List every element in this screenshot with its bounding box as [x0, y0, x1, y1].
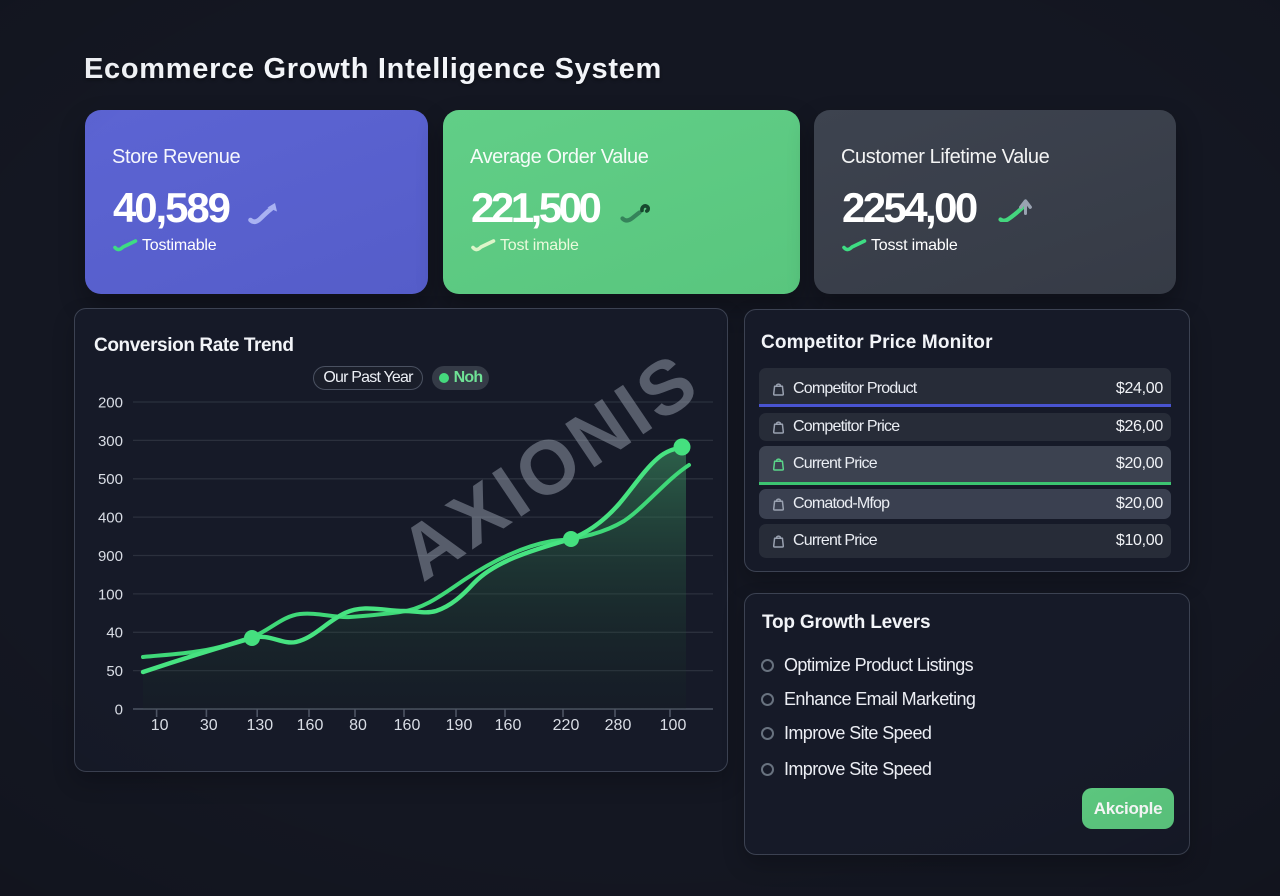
svg-text:100: 100	[660, 717, 687, 734]
svg-text:130: 130	[246, 717, 273, 734]
svg-text:280: 280	[605, 717, 632, 734]
svg-text:80: 80	[349, 717, 367, 734]
svg-text:10: 10	[151, 717, 169, 734]
svg-text:900: 900	[98, 548, 123, 565]
svg-text:40: 40	[106, 625, 123, 642]
svg-text:50: 50	[106, 663, 123, 680]
svg-text:160: 160	[495, 717, 522, 734]
svg-text:220: 220	[553, 717, 580, 734]
svg-text:160: 160	[297, 717, 324, 734]
svg-text:190: 190	[446, 717, 473, 734]
svg-text:0: 0	[115, 701, 123, 718]
svg-text:500: 500	[98, 471, 123, 488]
svg-text:100: 100	[98, 586, 123, 603]
svg-text:200: 200	[98, 394, 123, 411]
svg-text:30: 30	[200, 717, 218, 734]
svg-text:160: 160	[394, 717, 421, 734]
svg-text:300: 300	[98, 433, 123, 450]
svg-text:400: 400	[98, 510, 123, 527]
